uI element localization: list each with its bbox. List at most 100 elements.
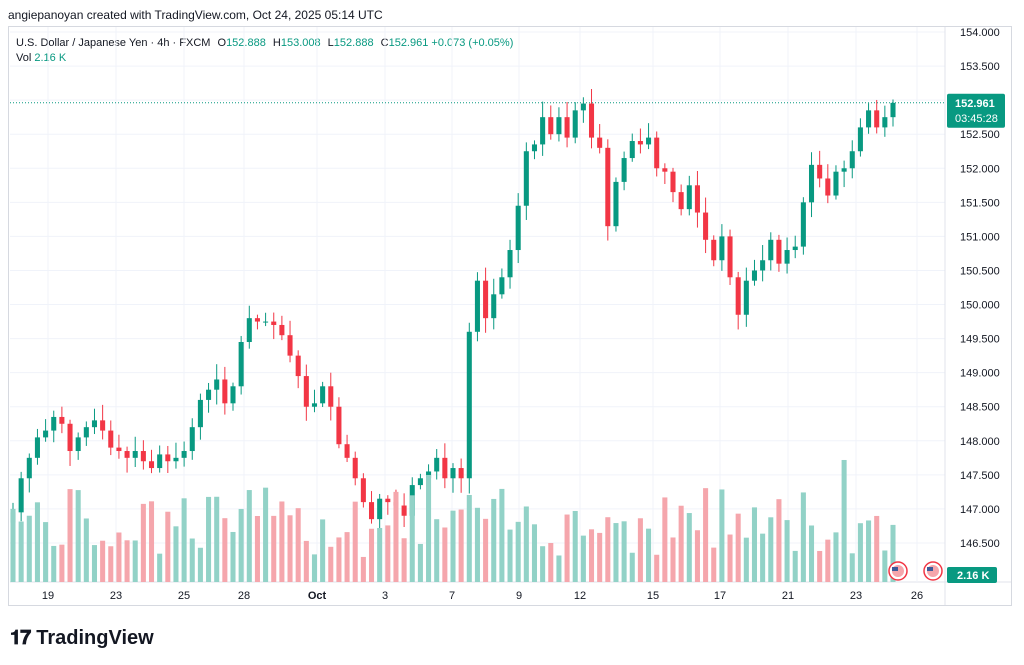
candle-down bbox=[148, 461, 155, 469]
volume-bar bbox=[426, 474, 432, 582]
candle-up bbox=[311, 403, 318, 407]
volume-bar bbox=[91, 545, 98, 582]
volume-bar bbox=[148, 501, 155, 582]
volume-bar bbox=[409, 495, 415, 582]
candle-up bbox=[320, 386, 326, 404]
volume-bar bbox=[491, 498, 497, 582]
volume-bar bbox=[458, 509, 464, 582]
candle-down bbox=[817, 164, 823, 179]
candle-down bbox=[271, 321, 277, 325]
volume-bar bbox=[116, 532, 122, 582]
candle-up bbox=[197, 399, 203, 428]
volume-bar bbox=[760, 533, 766, 582]
candle-up bbox=[18, 478, 24, 513]
candle-up bbox=[531, 144, 538, 152]
volume-bar bbox=[670, 537, 676, 582]
volume-bar bbox=[833, 532, 839, 582]
volume-bar bbox=[140, 503, 146, 582]
volume-bar bbox=[108, 546, 114, 582]
candle-down bbox=[825, 178, 831, 196]
volume-bar bbox=[817, 550, 823, 582]
candle-down bbox=[703, 212, 709, 240]
candle-up bbox=[34, 437, 40, 458]
candle-down bbox=[328, 386, 334, 407]
candle-up bbox=[230, 386, 236, 404]
high-value: 153.008 bbox=[280, 37, 321, 49]
volume-bar bbox=[564, 514, 570, 582]
candle-down bbox=[140, 451, 146, 462]
volume-bar bbox=[43, 522, 49, 582]
candle-up bbox=[238, 342, 244, 387]
candle-up bbox=[890, 102, 896, 118]
volume-bar bbox=[377, 527, 383, 582]
close-value: 152.961 bbox=[388, 37, 429, 49]
volume-bar bbox=[254, 515, 260, 582]
volume-bar bbox=[10, 508, 16, 582]
candle-up bbox=[91, 420, 98, 428]
open-value: 152.888 bbox=[226, 37, 266, 49]
volume-bar bbox=[515, 521, 521, 582]
candle-up bbox=[417, 478, 423, 486]
tradingview-mark-icon: 𝟏𝟕 bbox=[10, 627, 31, 649]
volume-bar bbox=[385, 525, 391, 582]
candle-up bbox=[426, 471, 432, 479]
candle-up bbox=[800, 202, 806, 247]
y-tick-label: 148.000 bbox=[960, 436, 1000, 448]
y-tick-label: 152.500 bbox=[960, 129, 1000, 141]
x-tick-label: 12 bbox=[574, 590, 586, 602]
candle-down bbox=[67, 423, 73, 452]
candle-down bbox=[352, 457, 358, 479]
volume-bar bbox=[320, 519, 326, 582]
volume-bar bbox=[694, 530, 700, 582]
us-flag-canton bbox=[927, 567, 933, 571]
volume-bar bbox=[540, 546, 546, 582]
volume-bar bbox=[483, 518, 489, 582]
candle-down bbox=[368, 502, 375, 520]
volume-bar bbox=[197, 547, 203, 582]
candle-down bbox=[124, 451, 130, 458]
candle-up bbox=[833, 171, 839, 196]
volume-bar bbox=[784, 520, 790, 582]
candle-down bbox=[662, 168, 668, 172]
volume-bar bbox=[189, 538, 195, 582]
volume-bar bbox=[866, 520, 872, 582]
candle-down bbox=[254, 318, 260, 322]
volume-bar bbox=[393, 491, 399, 582]
volume-bar bbox=[629, 552, 635, 582]
volume-bar bbox=[230, 531, 236, 582]
candle-up bbox=[686, 185, 692, 210]
volume-bar bbox=[157, 553, 163, 582]
candle-up bbox=[43, 430, 49, 438]
candle-down bbox=[59, 416, 65, 424]
volume-bar bbox=[100, 540, 106, 582]
volume-bar bbox=[719, 489, 725, 582]
candle-down bbox=[442, 457, 448, 479]
volume-bar bbox=[621, 521, 627, 582]
candle-up bbox=[751, 270, 758, 281]
x-tick-label: 23 bbox=[110, 590, 122, 602]
volume-bar bbox=[368, 528, 375, 582]
candle-down bbox=[670, 171, 676, 193]
candle-down bbox=[287, 335, 293, 356]
candle-down bbox=[108, 430, 114, 448]
symbol-label: U.S. Dollar / Japanese Yen · 4h · FXCM bbox=[16, 37, 211, 49]
volume-bar bbox=[857, 523, 863, 582]
candle-up bbox=[189, 427, 195, 452]
candle-down bbox=[564, 117, 570, 138]
volume-bar bbox=[328, 546, 334, 582]
candle-down bbox=[694, 185, 700, 213]
volume-legend: Vol 2.16 K bbox=[16, 50, 66, 66]
y-tick-label: 154.000 bbox=[960, 27, 1000, 39]
volume-bar bbox=[124, 540, 130, 582]
low-label: L bbox=[327, 37, 334, 49]
candle-down bbox=[165, 454, 171, 462]
y-tick-label: 147.500 bbox=[960, 470, 1000, 482]
candle-down bbox=[295, 355, 301, 377]
candle-up bbox=[173, 457, 179, 462]
y-tick-label: 153.500 bbox=[960, 61, 1000, 73]
volume-bar bbox=[548, 542, 554, 582]
candle-up bbox=[450, 468, 456, 479]
candle-down bbox=[548, 117, 554, 135]
high-label: H bbox=[272, 37, 281, 49]
